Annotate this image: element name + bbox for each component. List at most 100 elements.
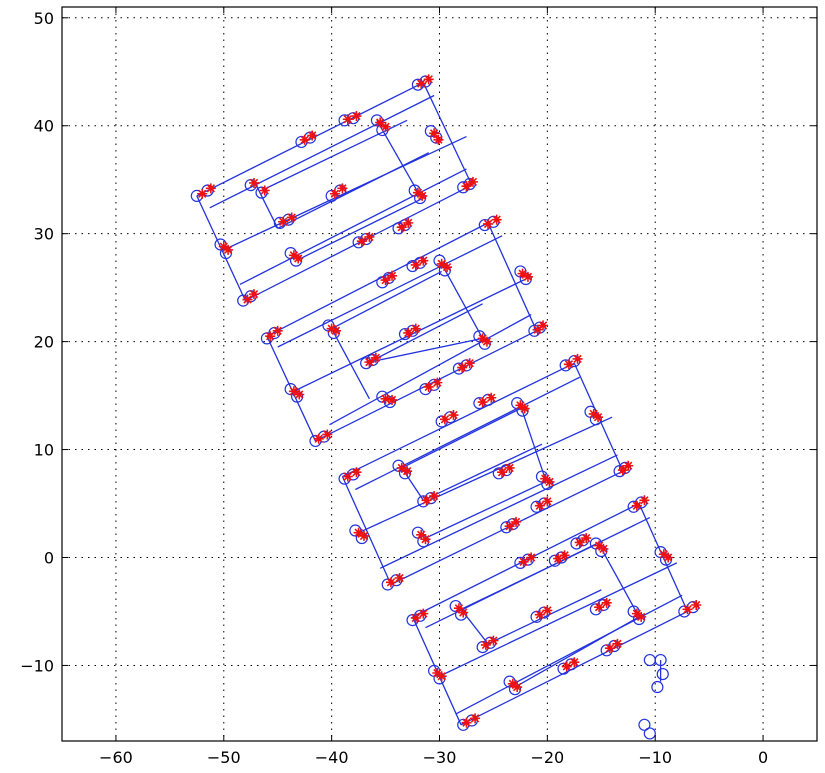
circle-marker bbox=[570, 537, 583, 550]
circle-marker bbox=[656, 667, 669, 681]
circle-marker bbox=[457, 181, 470, 194]
star-marker bbox=[663, 552, 674, 563]
star-marker bbox=[223, 244, 234, 255]
circle-marker bbox=[654, 653, 667, 667]
x-tick-label: −10 bbox=[638, 748, 672, 767]
star-marker bbox=[307, 130, 318, 141]
segment-line bbox=[331, 270, 442, 330]
segment-line bbox=[295, 197, 424, 262]
star-marker bbox=[461, 717, 472, 728]
star-marker bbox=[356, 236, 367, 247]
star-marker bbox=[515, 400, 526, 411]
star-marker bbox=[594, 540, 605, 551]
star-marker bbox=[423, 381, 434, 392]
star-marker bbox=[313, 433, 324, 444]
star-marker-series bbox=[197, 74, 702, 728]
star-marker bbox=[467, 176, 478, 187]
circle-marker bbox=[500, 521, 513, 534]
segment-line bbox=[342, 362, 575, 478]
star-marker bbox=[286, 212, 297, 223]
circle-marker-series bbox=[190, 75, 700, 740]
star-marker bbox=[682, 604, 693, 615]
circle-marker bbox=[651, 680, 664, 694]
circle-marker bbox=[417, 535, 430, 548]
star-marker bbox=[359, 530, 369, 541]
star-marker bbox=[457, 362, 468, 373]
star-marker bbox=[491, 214, 502, 225]
star-marker bbox=[461, 181, 472, 192]
segment-line bbox=[460, 543, 597, 610]
star-marker bbox=[329, 188, 340, 199]
circle-marker bbox=[383, 395, 396, 409]
star-marker bbox=[512, 682, 523, 693]
segment-line bbox=[277, 235, 503, 348]
star-marker bbox=[272, 325, 283, 336]
circle-marker bbox=[643, 727, 656, 740]
y-tick-label: 0 bbox=[44, 549, 54, 568]
star-marker bbox=[511, 516, 522, 527]
star-marker bbox=[418, 255, 429, 266]
segment-line bbox=[358, 416, 613, 534]
star-marker bbox=[205, 183, 216, 194]
star-marker bbox=[518, 556, 529, 567]
star-marker bbox=[353, 527, 364, 538]
circle-marker bbox=[338, 114, 351, 127]
star-marker bbox=[542, 605, 553, 616]
star-marker bbox=[342, 471, 353, 482]
star-marker bbox=[553, 553, 564, 564]
star-marker bbox=[534, 609, 545, 620]
star-marker bbox=[448, 410, 459, 421]
x-tick-label: −20 bbox=[530, 748, 564, 767]
star-marker bbox=[458, 607, 469, 618]
star-marker bbox=[293, 253, 304, 264]
star-marker bbox=[197, 188, 208, 199]
star-marker bbox=[410, 259, 421, 270]
star-marker bbox=[517, 268, 528, 279]
star-marker bbox=[433, 134, 444, 145]
star-marker bbox=[380, 393, 391, 404]
star-marker bbox=[594, 602, 605, 613]
segment-line bbox=[355, 376, 581, 491]
star-marker bbox=[410, 323, 421, 334]
star-marker bbox=[342, 114, 353, 125]
star-marker bbox=[436, 671, 447, 682]
y-tick-label: 40 bbox=[34, 117, 54, 136]
segment-line bbox=[519, 405, 546, 479]
star-marker bbox=[385, 577, 396, 588]
star-marker bbox=[364, 357, 375, 368]
circle-marker bbox=[473, 397, 486, 410]
star-marker bbox=[288, 250, 299, 261]
star-marker bbox=[326, 323, 337, 334]
segment-line bbox=[487, 589, 602, 645]
star-marker bbox=[563, 359, 574, 370]
star-marker bbox=[351, 111, 362, 122]
y-tick-label: 30 bbox=[34, 225, 54, 244]
star-marker bbox=[477, 333, 488, 344]
segment-line bbox=[369, 337, 483, 363]
star-marker bbox=[375, 117, 386, 128]
star-marker bbox=[299, 134, 310, 145]
segment-line bbox=[369, 303, 483, 363]
star-marker bbox=[337, 183, 348, 194]
y-tick-label: 50 bbox=[34, 9, 54, 28]
star-marker bbox=[691, 599, 702, 610]
star-marker bbox=[218, 241, 229, 252]
star-marker bbox=[322, 429, 333, 440]
axis-ticks bbox=[62, 7, 817, 741]
star-marker bbox=[432, 667, 443, 678]
star-marker bbox=[464, 358, 475, 369]
star-marker bbox=[288, 386, 299, 397]
star-marker bbox=[278, 216, 289, 227]
star-marker bbox=[412, 187, 423, 198]
star-marker bbox=[658, 549, 669, 560]
star-marker bbox=[442, 262, 453, 273]
star-marker bbox=[631, 500, 642, 511]
star-marker bbox=[470, 713, 481, 724]
star-marker bbox=[265, 331, 276, 342]
star-marker bbox=[504, 462, 515, 473]
star-marker bbox=[380, 275, 391, 286]
star-marker bbox=[504, 521, 515, 532]
x-tick-label: −30 bbox=[423, 748, 457, 767]
circle-marker bbox=[530, 500, 543, 513]
